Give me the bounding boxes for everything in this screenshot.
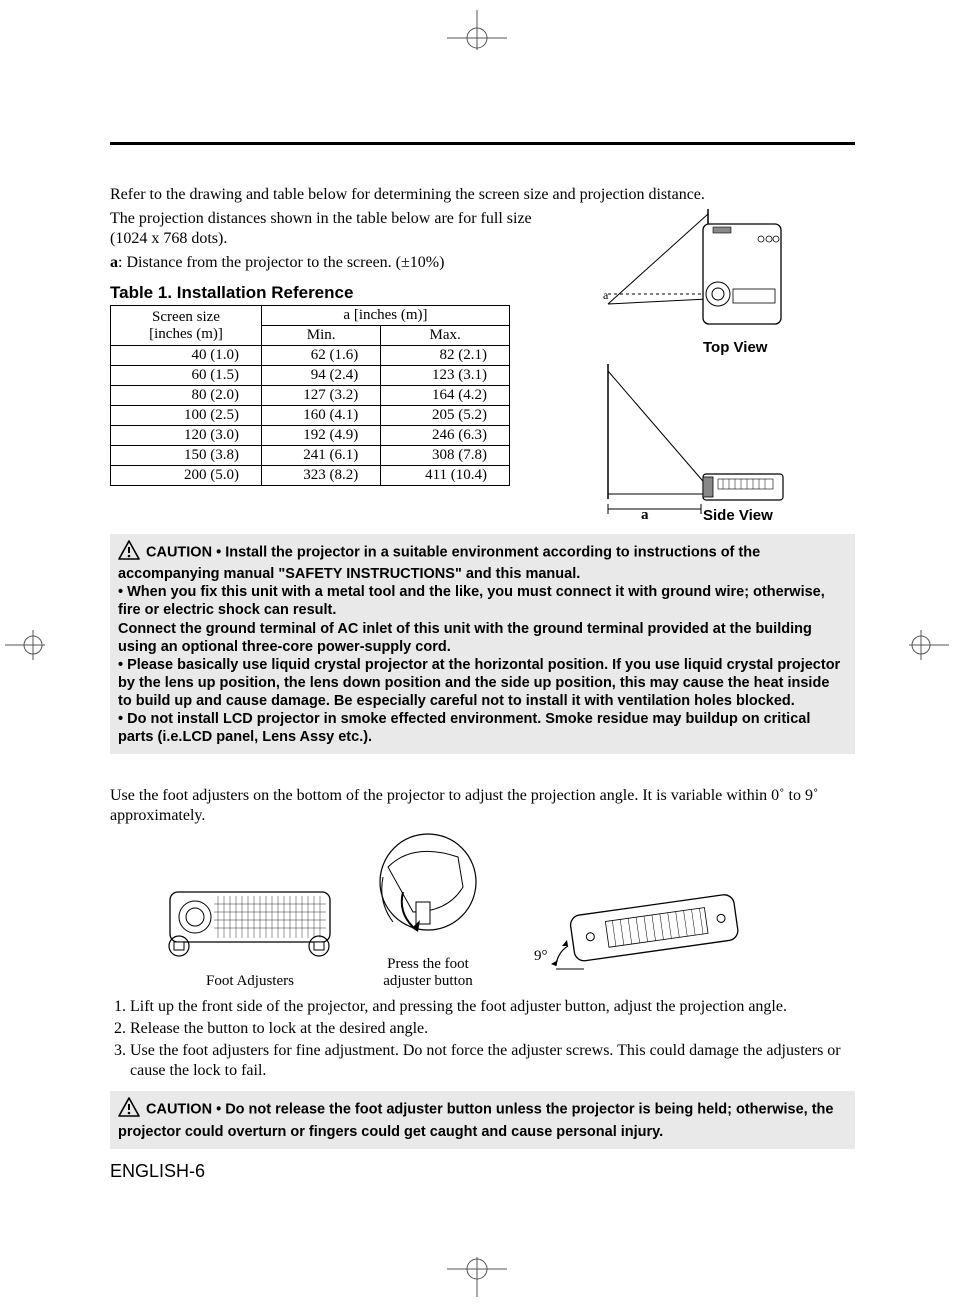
col-screen-size-header: Screen size [inches (m)]	[111, 306, 262, 346]
crop-mark-left	[5, 630, 47, 665]
cell-max: 205 (5.2)	[381, 406, 510, 426]
cell-max: 411 (10.4)	[381, 466, 510, 486]
crop-mark-top	[447, 10, 507, 57]
warning-icon	[118, 1097, 140, 1122]
cell-max: 308 (7.8)	[381, 446, 510, 466]
cell-size: 120 (3.0)	[111, 426, 262, 446]
cell-min: 160 (4.1)	[262, 406, 381, 426]
intro-line-3-rest: : Distance from the projector to the scr…	[118, 254, 444, 271]
cell-max: 123 (3.1)	[381, 366, 510, 386]
table-row: 60 (1.5)94 (2.4)123 (3.1)	[111, 366, 510, 386]
cell-min: 192 (4.9)	[262, 426, 381, 446]
table-row: 100 (2.5)160 (4.1)205 (5.2)	[111, 406, 510, 426]
cell-size: 200 (5.0)	[111, 466, 262, 486]
col-a-header: a [inches (m)]	[262, 306, 510, 326]
warning-icon	[118, 540, 140, 565]
intro-line-3: a: Distance from the projector to the sc…	[110, 253, 565, 273]
table-row: 80 (2.0)127 (3.2)164 (4.2)	[111, 386, 510, 406]
caution-word-2: CAUTION	[146, 1102, 212, 1118]
list-item: Lift up the front side of the projector,…	[130, 997, 855, 1017]
crop-mark-bottom	[447, 1255, 507, 1302]
intro-line-2: The projection distances shown in the ta…	[110, 209, 565, 249]
caution-box-foot: CAUTION • Do not release the foot adjust…	[110, 1091, 855, 1148]
diagram-label-top-view: Top View	[703, 339, 767, 356]
caution-text-1: • Install the projector in a suitable en…	[118, 544, 840, 745]
cell-size: 150 (3.8)	[111, 446, 262, 466]
cell-size: 80 (2.0)	[111, 386, 262, 406]
cell-min: 127 (3.2)	[262, 386, 381, 406]
top-rule	[110, 142, 855, 145]
diagram-label-side-view: Side View	[703, 507, 773, 524]
figure-caption-2: Press the foot adjuster button	[368, 956, 488, 989]
list-item: Release the button to lock at the desire…	[130, 1019, 855, 1039]
table-title: Table 1. Installation Reference	[110, 283, 565, 303]
cell-min: 323 (8.2)	[262, 466, 381, 486]
cell-min: 94 (2.4)	[262, 366, 381, 386]
intro-line-1: Refer to the drawing and table below for…	[110, 185, 855, 205]
foot-intro: Use the foot adjusters on the bottom of …	[110, 786, 855, 826]
cell-max: 246 (6.3)	[381, 426, 510, 446]
cell-min: 241 (6.1)	[262, 446, 381, 466]
caution-box-installation: CAUTION • Install the projector in a sui…	[110, 534, 855, 754]
projection-diagram: a	[583, 209, 853, 524]
figure-angle: 9°	[526, 884, 756, 984]
col-screen-size-l2: [inches (m)]	[149, 326, 223, 342]
cell-size: 60 (1.5)	[111, 366, 262, 386]
crop-mark-right	[907, 630, 949, 665]
diagram-label-a: a	[641, 507, 649, 524]
page: Refer to the drawing and table below for…	[0, 0, 954, 1312]
figure-caption-1: Foot Adjusters	[150, 973, 350, 990]
col-min-header: Min.	[262, 326, 381, 346]
cell-size: 40 (1.0)	[111, 346, 262, 366]
col-screen-size-l1: Screen size	[152, 309, 220, 325]
cell-max: 164 (4.2)	[381, 386, 510, 406]
foot-figures: Foot Adjusters Press the foot adjuster b…	[150, 832, 855, 989]
svg-text:a: a	[603, 288, 609, 302]
page-footer: ENGLISH-6	[110, 1161, 855, 1182]
list-item: Use the foot adjusters for fine adjustme…	[130, 1041, 855, 1081]
table-row: 120 (3.0)192 (4.9)246 (6.3)	[111, 426, 510, 446]
installation-reference-table: Screen size [inches (m)] a [inches (m)] …	[110, 305, 510, 486]
angle-label: 9°	[534, 948, 548, 964]
table-row: 150 (3.8)241 (6.1)308 (7.8)	[111, 446, 510, 466]
table-row: 40 (1.0)62 (1.6)82 (2.1)	[111, 346, 510, 366]
cell-max: 82 (2.1)	[381, 346, 510, 366]
foot-steps-list: Lift up the front side of the projector,…	[110, 997, 855, 1081]
figure-press-button	[368, 832, 488, 947]
intro-a-bold: a	[110, 254, 118, 271]
caution-text-2: • Do not release the foot adjuster butto…	[118, 1102, 833, 1140]
caution-word-1: CAUTION	[146, 544, 212, 560]
figure-foot-adjusters	[150, 874, 350, 964]
cell-size: 100 (2.5)	[111, 406, 262, 426]
table-row: 200 (5.0)323 (8.2)411 (10.4)	[111, 466, 510, 486]
page-content: Refer to the drawing and table below for…	[110, 142, 855, 1182]
cell-min: 62 (1.6)	[262, 346, 381, 366]
col-max-header: Max.	[381, 326, 510, 346]
